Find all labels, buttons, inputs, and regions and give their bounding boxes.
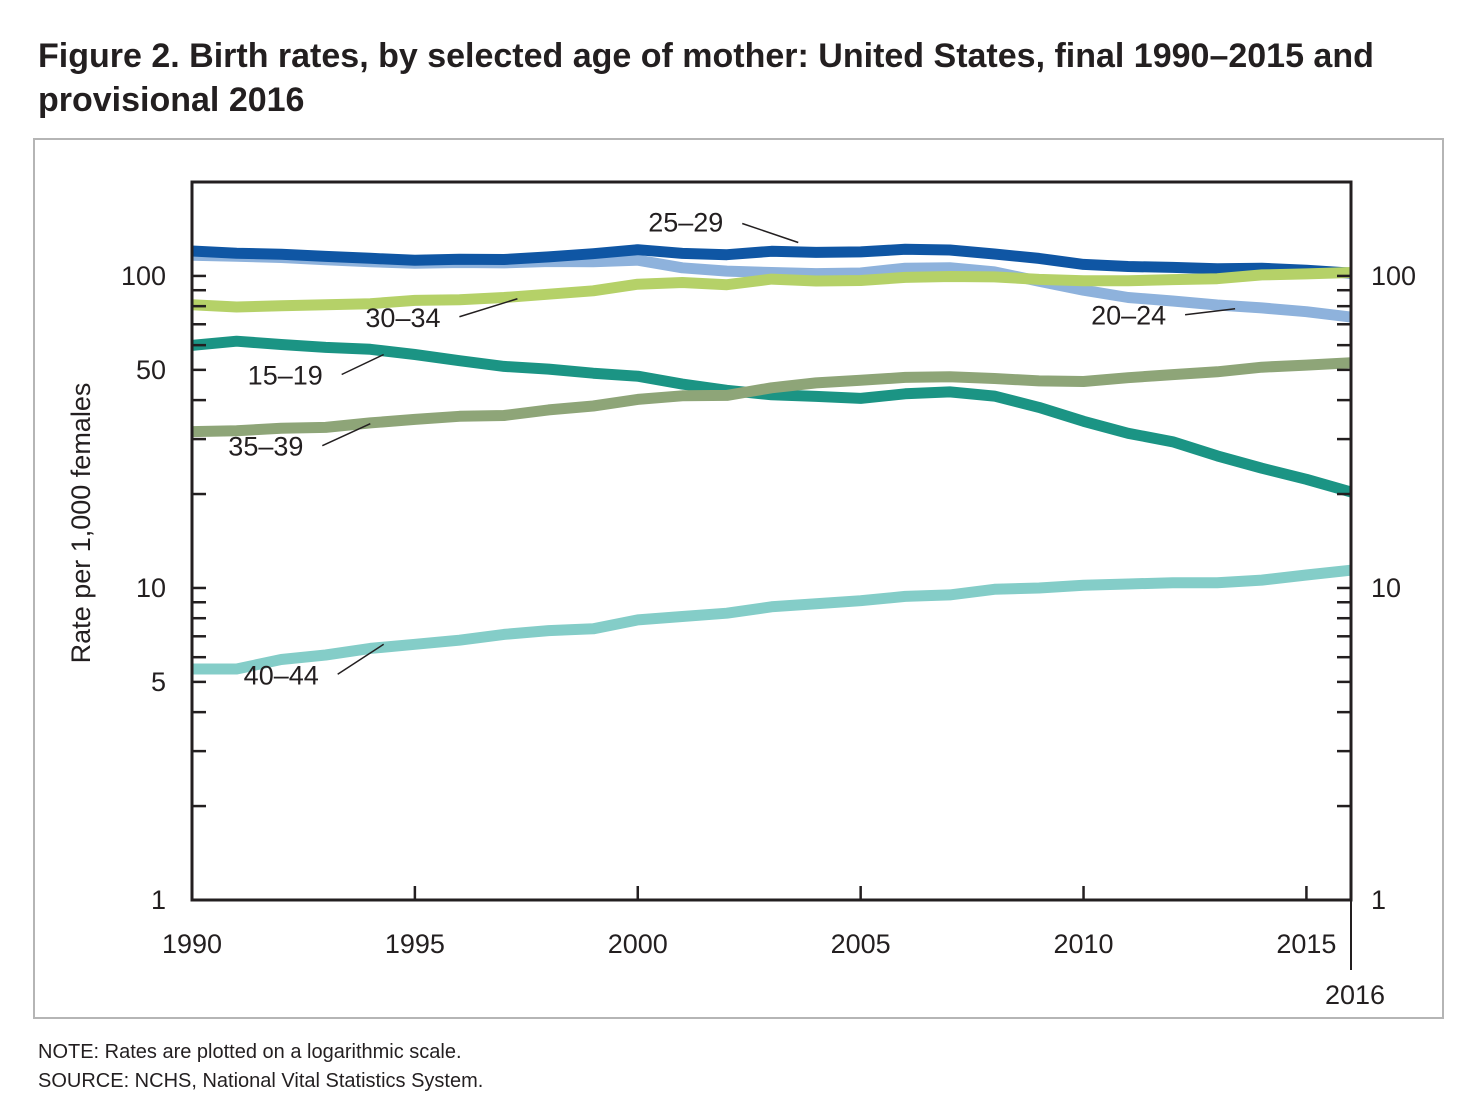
series-line-4	[191, 357, 1352, 438]
plot-border	[190, 180, 1353, 902]
notes: NOTE: Rates are plotted on a logarithmic…	[38, 1038, 483, 1096]
series-label-5: 40–44	[244, 660, 319, 690]
y-tick-label-right-1: 10	[1371, 573, 1401, 603]
series-leader-1	[1185, 307, 1236, 316]
y-axis-title: Rate per 1,000 females	[66, 383, 96, 664]
x-tick-label-5: 2015	[1276, 929, 1336, 959]
series-labels: 15–19 20–24 25–29 30–34 35–39 40–44	[228, 207, 1236, 690]
y-tick-label-right-2: 100	[1371, 261, 1416, 291]
x-extra-label: 2016	[1325, 980, 1385, 1010]
x-tick-label-1: 1995	[385, 929, 445, 959]
series-leader-4	[321, 423, 371, 447]
source-text: SOURCE: NCHS, National Vital Statistics …	[38, 1070, 484, 1092]
series-label-2: 25–29	[648, 207, 723, 237]
x-tick-label-3: 2005	[831, 929, 891, 959]
series-leader-3	[459, 298, 518, 318]
chart-frame: 1 5 10 50 100 1 10 100 1990 1995 2000 2005 2010 2015 2…	[33, 138, 1444, 1019]
note-text: NOTE: Rates are plotted on a logarithmic…	[38, 1041, 462, 1063]
y-tick-label-left-2: 10	[136, 573, 166, 603]
series-label-3: 30–34	[365, 303, 440, 333]
figure-title: Figure 2. Birth rates, by selected age o…	[38, 37, 1374, 119]
x-tick-label-4: 2010	[1053, 929, 1113, 959]
axes: 1 5 10 50 100 1 10 100 1990 1995 2000 2005 2010 2015 2…	[121, 180, 1416, 1010]
y-tick-label-right-0: 1	[1371, 885, 1386, 915]
x-tick-label-2: 2000	[608, 929, 668, 959]
series-label-0: 15–19	[248, 361, 323, 391]
y-tick-label-left-4: 100	[121, 261, 166, 291]
y-tick-label-left-0: 1	[151, 885, 166, 915]
series-line-5	[192, 564, 1352, 675]
series-label-1: 20–24	[1091, 301, 1166, 331]
series-leader-0	[341, 353, 385, 376]
y-tick-label-left-1: 5	[151, 667, 166, 697]
series-leader-5	[337, 643, 385, 675]
series-line-2	[191, 243, 1352, 279]
series-line-0	[191, 335, 1353, 498]
x-tick-label-0: 1990	[162, 929, 222, 959]
series-line-3	[191, 267, 1352, 313]
y-tick-label-left-3: 50	[136, 355, 166, 385]
series-label-4: 35–39	[228, 432, 303, 462]
series-lines	[191, 243, 1353, 675]
chart: 1 5 10 50 100 1 10 100 1990 1995 2000 2005 2010 2015 2…	[66, 180, 1416, 1010]
series-leader-2	[742, 222, 799, 244]
